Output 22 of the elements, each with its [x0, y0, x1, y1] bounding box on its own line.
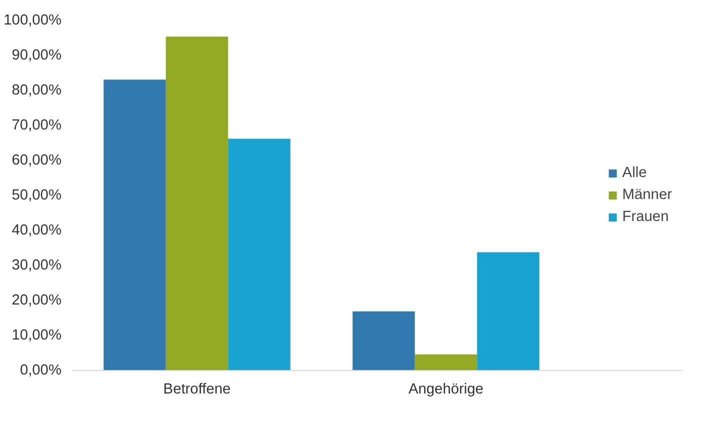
y-tick-label: 20,00% — [12, 292, 62, 308]
y-tick-label: 50,00% — [12, 188, 62, 204]
legend-label: Alle — [622, 165, 647, 181]
y-tick-label: 40,00% — [12, 222, 62, 238]
bar — [166, 36, 228, 370]
legend-label: Männer — [622, 187, 672, 203]
bar — [228, 138, 290, 370]
y-tick-label: 0,00% — [20, 362, 62, 378]
y-tick-label: 30,00% — [12, 258, 62, 274]
y-tick-label: 10,00% — [12, 328, 62, 344]
bar — [104, 80, 166, 370]
legend-label: Frauen — [622, 209, 669, 225]
bar — [352, 311, 415, 370]
y-tick-label: 60,00% — [12, 152, 62, 168]
y-tick-label: 80,00% — [12, 82, 62, 98]
bar — [477, 252, 540, 370]
y-tick-label: 100,00% — [4, 12, 62, 28]
y-tick-label: 90,00% — [12, 48, 62, 64]
x-tick-label: Betroffene — [163, 382, 231, 398]
x-tick-label: Angehörige — [408, 382, 484, 398]
y-tick-label: 70,00% — [12, 118, 62, 134]
bar — [414, 354, 478, 370]
